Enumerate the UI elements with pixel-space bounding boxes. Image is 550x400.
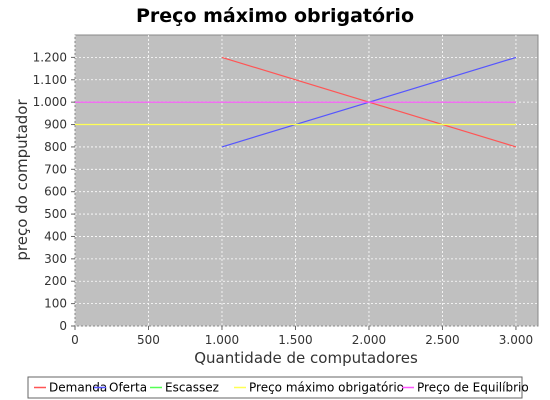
plot-area — [74, 34, 539, 327]
x-tick-label: 1.500 — [278, 333, 312, 347]
x-tick-label: 3.000 — [499, 333, 533, 347]
legend-label: Preço máximo obrigatório — [249, 381, 404, 395]
y-axis-title: preço do computador — [13, 99, 31, 261]
legend-box — [27, 376, 523, 399]
y-tick-label: 100 — [44, 297, 67, 311]
y-tick-label: 800 — [44, 140, 67, 154]
grid-lines — [74, 35, 538, 327]
x-tick-label: 2.500 — [425, 333, 459, 347]
y-tick-label: 1.100 — [33, 73, 67, 87]
y-tick-label: 200 — [44, 274, 67, 288]
y-tick-label: 700 — [44, 162, 67, 176]
y-tick-label: 0 — [59, 319, 67, 333]
y-tick-label: 1.200 — [33, 50, 67, 64]
x-axis-title: Quantidade de computadores — [194, 349, 418, 367]
legend: Demanda Oferta Escassez Preço máximo obriga… — [27, 376, 529, 399]
y-tick-label: 1.000 — [33, 95, 67, 109]
x-tick-label: 1.000 — [205, 333, 239, 347]
x-tick-label: 2.000 — [352, 333, 386, 347]
y-tick-label: 300 — [44, 252, 67, 266]
x-tick-label: 500 — [137, 333, 160, 347]
x-tick-label: 0 — [71, 333, 79, 347]
legend-label: Preço de Equilíbrio — [417, 381, 529, 395]
y-tick-label: 600 — [44, 185, 67, 199]
y-tick-label: 400 — [44, 229, 67, 243]
chart-title: Preço máximo obrigatório — [136, 5, 414, 27]
legend-label: Oferta — [109, 381, 147, 395]
legend-label: Demanda — [49, 381, 107, 395]
series-layer — [75, 56, 517, 148]
legend-label: Escassez — [165, 381, 219, 395]
y-tick-label: 500 — [44, 207, 67, 221]
axes: 0 100 200 300 400 500 600 700 800 900 1.000 1.100 1.… — [33, 50, 533, 347]
y-tick-label: 900 — [44, 118, 67, 132]
